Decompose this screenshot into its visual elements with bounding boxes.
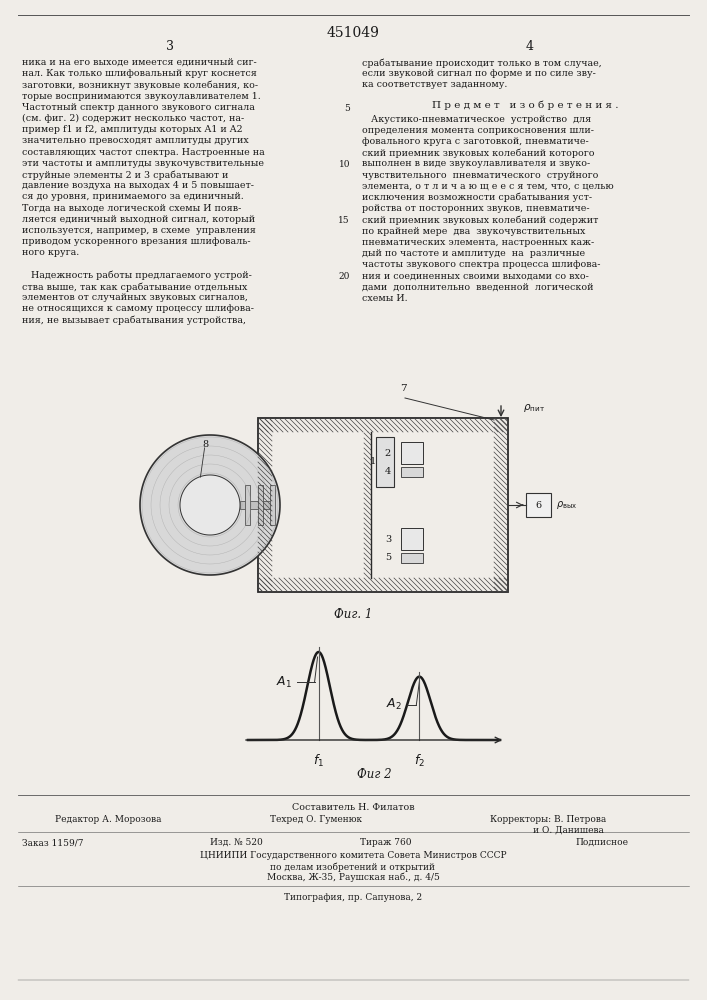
Text: Москва, Ж-35, Раушская наб., д. 4/5: Москва, Ж-35, Раушская наб., д. 4/5	[267, 873, 440, 882]
Text: ния и соединенных своими выходами со вхо-: ния и соединенных своими выходами со вхо…	[362, 271, 589, 280]
Text: Частотный спектр данного звукового сигнала: Частотный спектр данного звукового сигна…	[22, 103, 255, 112]
Text: Тогда на выходе логической схемы И появ-: Тогда на выходе логической схемы И появ-	[22, 204, 241, 213]
Text: $\rho_{\text{пит}}$: $\rho_{\text{пит}}$	[523, 402, 545, 414]
Text: $f_2$: $f_2$	[414, 753, 425, 769]
Text: 2: 2	[385, 448, 391, 458]
Text: (см. фиг. 2) содержит несколько частот, на-: (см. фиг. 2) содержит несколько частот, …	[22, 114, 244, 123]
Bar	[240, 501, 272, 509]
Text: 5: 5	[385, 554, 391, 562]
Text: 1: 1	[370, 458, 376, 466]
Text: заготовки, возникнут звуковые колебания, ко-: заготовки, возникнут звуковые колебания,…	[22, 80, 258, 90]
Text: элементов от случайных звуковых сигналов,: элементов от случайных звуковых сигналов…	[22, 293, 248, 302]
Text: дами  дополнительно  введенной  логической: дами дополнительно введенной логической	[362, 283, 593, 292]
Text: давление воздуха на выходах 4 и 5 повышает-: давление воздуха на выходах 4 и 5 повыша…	[22, 181, 254, 190]
Text: Техред О. Гуменюк: Техред О. Гуменюк	[270, 815, 362, 824]
Text: ка соответствует заданному.: ка соответствует заданному.	[362, 80, 508, 89]
Polygon shape	[140, 435, 280, 575]
Text: ника и на его выходе имеется единичный сиг-: ника и на его выходе имеется единичный с…	[22, 58, 257, 67]
Text: используется, например, в схеме  управления: используется, например, в схеме управлен…	[22, 226, 256, 235]
Text: Надежность работы предлагаемого устрой-: Надежность работы предлагаемого устрой-	[22, 271, 252, 280]
Text: Корректоры: В. Петрова: Корректоры: В. Петрова	[490, 815, 606, 824]
Text: нал. Как только шлифовальный круг коснется: нал. Как только шлифовальный круг коснет…	[22, 69, 257, 78]
Bar	[401, 528, 423, 550]
Text: 15: 15	[339, 216, 350, 225]
Text: ройства от посторонних звуков, пневматиче-: ройства от посторонних звуков, пневматич…	[362, 204, 590, 213]
Bar	[258, 485, 263, 525]
Text: не относящихся к самому процессу шлифова-: не относящихся к самому процессу шлифова…	[22, 304, 254, 313]
Text: по делам изобретений и открытий: по делам изобретений и открытий	[271, 862, 436, 871]
Bar	[401, 442, 423, 464]
Text: струйные элементы 2 и 3 срабатывают и: струйные элементы 2 и 3 срабатывают и	[22, 170, 228, 180]
Text: приводом ускоренного врезания шлифоваль-: приводом ускоренного врезания шлифоваль-	[22, 237, 250, 246]
Text: пневматических элемента, настроенных каж-: пневматических элемента, настроенных каж…	[362, 238, 595, 247]
Text: торые воспринимаются звукоулавливателем 1.: торые воспринимаются звукоулавливателем …	[22, 92, 261, 101]
Text: чувствительного  пневматического  струйного: чувствительного пневматического струйног…	[362, 171, 598, 180]
Text: Редактор А. Морозова: Редактор А. Морозова	[55, 815, 161, 824]
Text: ного круга.: ного круга.	[22, 248, 79, 257]
Bar	[245, 485, 250, 525]
Text: срабатывание происходит только в том случае,: срабатывание происходит только в том слу…	[362, 58, 602, 68]
Text: 4: 4	[385, 468, 391, 477]
Text: $A_2$: $A_2$	[387, 697, 402, 712]
Text: фовального круга с заготовкой, пневматиче-: фовального круга с заготовкой, пневматич…	[362, 137, 589, 146]
Bar	[401, 553, 423, 563]
Text: Типография, пр. Сапунова, 2: Типография, пр. Сапунова, 2	[284, 893, 422, 902]
Bar	[376, 437, 394, 487]
Text: 4: 4	[526, 40, 534, 53]
Bar	[401, 467, 423, 477]
Text: 5: 5	[344, 104, 350, 113]
Polygon shape	[180, 475, 240, 535]
Text: Изд. № 520: Изд. № 520	[210, 838, 263, 847]
Text: 20: 20	[339, 272, 350, 281]
Text: по крайней мере  два  звукочувствительных: по крайней мере два звукочувствительных	[362, 227, 585, 236]
Text: Заказ 1159/7: Заказ 1159/7	[22, 838, 83, 847]
Text: ляется единичный выходной сигнал, который: ляется единичный выходной сигнал, которы…	[22, 215, 255, 224]
Text: 7: 7	[399, 384, 407, 393]
Text: Подписное: Подписное	[575, 838, 628, 847]
Polygon shape	[198, 493, 222, 517]
Text: ЦНИИПИ Государственного комитета Совета Министров СССР: ЦНИИПИ Государственного комитета Совета …	[199, 851, 506, 860]
Text: 451049: 451049	[327, 26, 380, 40]
Text: Фиг 2: Фиг 2	[357, 768, 391, 781]
Text: 10: 10	[339, 160, 350, 169]
Text: эти частоты и амплитуды звукочувствительные: эти частоты и амплитуды звукочувствитель…	[22, 159, 264, 168]
Text: схемы И.: схемы И.	[362, 294, 408, 303]
Text: ства выше, так как срабатывание отдельных: ства выше, так как срабатывание отдельны…	[22, 282, 247, 292]
Bar	[258, 418, 508, 592]
Bar	[270, 485, 275, 525]
Text: Составитель Н. Филатов: Составитель Н. Филатов	[292, 803, 414, 812]
Text: ский приемник звуковых колебаний которого: ский приемник звуковых колебаний которог…	[362, 148, 595, 158]
Text: дый по частоте и амплитуде  на  различные: дый по частоте и амплитуде на различные	[362, 249, 585, 258]
Text: исключения возможности срабатывания уст-: исключения возможности срабатывания уст-	[362, 193, 592, 202]
Bar	[526, 493, 551, 517]
Text: 3: 3	[385, 534, 391, 544]
Text: Тираж 760: Тираж 760	[360, 838, 411, 847]
Text: пример f1 и f2, амплитуды которых A1 и A2: пример f1 и f2, амплитуды которых A1 и A…	[22, 125, 243, 134]
Text: элемента, о т л и ч а ю щ е е с я тем, что, с целью: элемента, о т л и ч а ю щ е е с я тем, ч…	[362, 182, 614, 191]
Text: и О. Данишева: и О. Данишева	[490, 826, 604, 835]
Text: ся до уровня, принимаемого за единичный.: ся до уровня, принимаемого за единичный.	[22, 192, 244, 201]
Text: выполнен в виде звукоулавливателя и звуко-: выполнен в виде звукоулавливателя и звук…	[362, 159, 590, 168]
Text: ский приемник звуковых колебаний содержит: ский приемник звуковых колебаний содержи…	[362, 215, 598, 225]
Text: составляющих частот спектра. Настроенные на: составляющих частот спектра. Настроенные…	[22, 148, 264, 157]
Text: значительно превосходят амплитуды других: значительно превосходят амплитуды других	[22, 136, 249, 145]
Text: Фиг. 1: Фиг. 1	[334, 608, 372, 621]
Text: П р е д м е т   и з о б р е т е н и я .: П р е д м е т и з о б р е т е н и я .	[432, 101, 619, 110]
Text: 3: 3	[166, 40, 174, 53]
Text: $f_1$: $f_1$	[313, 753, 324, 769]
Text: ния, не вызывает срабатывания устройства,: ния, не вызывает срабатывания устройства…	[22, 316, 246, 325]
Text: частоты звукового спектра процесса шлифова-: частоты звукового спектра процесса шлифо…	[362, 260, 600, 269]
Text: определения момента соприкосновения шли-: определения момента соприкосновения шли-	[362, 126, 594, 135]
Text: $\rho_{\text{вых}}$: $\rho_{\text{вых}}$	[556, 499, 578, 511]
Text: 8: 8	[202, 440, 208, 449]
Text: Акустико-пневматическое  устройство  для: Акустико-пневматическое устройство для	[362, 115, 591, 124]
Text: 6: 6	[535, 500, 542, 510]
Text: если звуковой сигнал по форме и по силе зву-: если звуковой сигнал по форме и по силе …	[362, 69, 596, 78]
Text: $A_1$: $A_1$	[276, 674, 291, 690]
